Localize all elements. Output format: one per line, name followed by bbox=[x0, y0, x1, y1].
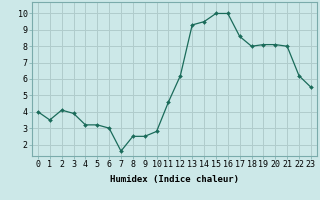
X-axis label: Humidex (Indice chaleur): Humidex (Indice chaleur) bbox=[110, 175, 239, 184]
